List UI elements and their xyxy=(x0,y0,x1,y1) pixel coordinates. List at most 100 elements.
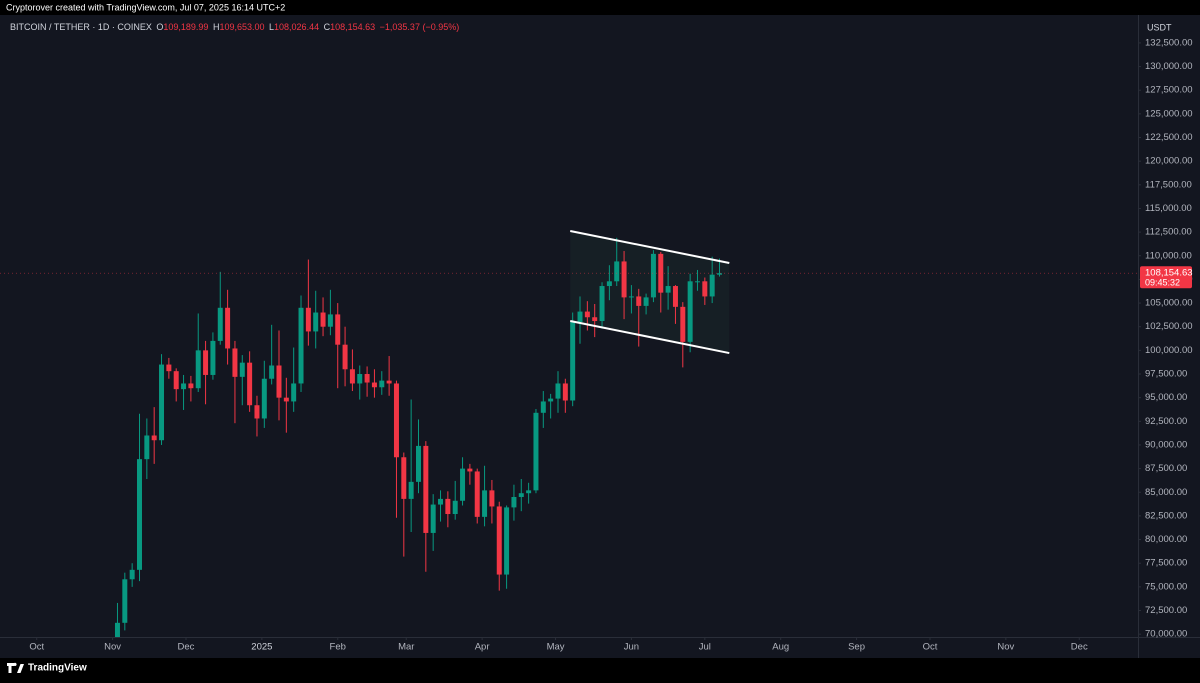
high-value: 109,653.00 xyxy=(219,22,264,32)
candle-body xyxy=(166,364,172,372)
candle-body xyxy=(584,311,590,318)
y-tick-label: 70,000.00 xyxy=(1145,629,1187,640)
candle-body xyxy=(482,490,488,517)
y-tick-label: 120,000.00 xyxy=(1145,156,1193,167)
candle-body xyxy=(643,297,649,306)
change: −1,035.37 (−0.95%) xyxy=(380,22,460,32)
candle-body xyxy=(298,307,304,384)
plot-area xyxy=(0,230,1138,637)
candle-body xyxy=(474,471,480,517)
candle-body xyxy=(614,261,620,282)
x-tick-label: Dec xyxy=(178,642,195,653)
candle-body xyxy=(349,369,355,384)
y-tick-label: 117,500.00 xyxy=(1145,179,1192,190)
x-tick-label: Jun xyxy=(624,642,639,653)
y-tick-label: 95,000.00 xyxy=(1145,392,1187,403)
last-price-label: 108,154.63 xyxy=(1145,268,1193,279)
candle-body xyxy=(232,348,238,377)
candle-body xyxy=(423,445,429,533)
candle-body xyxy=(415,445,421,482)
x-tick-label: Aug xyxy=(772,642,789,653)
candle-body xyxy=(379,380,385,388)
candle-body xyxy=(129,569,135,580)
candle-body xyxy=(548,398,554,402)
candle-body xyxy=(672,286,678,307)
candle-body xyxy=(261,378,267,419)
candle-body xyxy=(665,286,671,293)
y-tick-label: 85,000.00 xyxy=(1145,487,1187,498)
top-bar-text: Cryptorover created with TradingView.com… xyxy=(6,2,285,12)
candle-body xyxy=(364,374,370,383)
channel-line xyxy=(570,320,730,355)
candle-body xyxy=(386,380,392,384)
candle-body xyxy=(283,397,289,402)
candle-body xyxy=(430,504,436,533)
footer-logo xyxy=(7,662,24,673)
candle-body xyxy=(305,307,311,332)
y-tick-label: 127,500.00 xyxy=(1145,85,1193,96)
candle-body xyxy=(606,281,612,287)
candle-body xyxy=(452,500,458,515)
candle-body xyxy=(203,350,209,375)
y-tick-label: 105,000.00 xyxy=(1145,298,1193,309)
candle-body xyxy=(540,401,546,413)
candle-body xyxy=(217,307,223,341)
x-tick-label: Dec xyxy=(1071,642,1088,653)
candle-body xyxy=(173,371,179,390)
candle-body xyxy=(592,317,598,322)
low-value: 108,026.44 xyxy=(274,22,319,32)
candle-body xyxy=(254,405,260,419)
ohlc-header: BITCOIN / TETHER · 1D · COINEX O109,189.… xyxy=(10,22,459,32)
candle-body xyxy=(195,350,201,389)
candle-body xyxy=(320,312,326,327)
y-tick-label: 112,500.00 xyxy=(1145,227,1192,238)
candle-body xyxy=(680,306,686,342)
y-tick-label: 72,500.00 xyxy=(1145,605,1187,616)
low-label: L xyxy=(269,22,274,32)
candle-body xyxy=(526,490,532,494)
candle-body xyxy=(438,498,444,505)
y-tick-label: 132,500.00 xyxy=(1145,37,1193,48)
candle-body xyxy=(599,286,605,322)
x-tick-label: Sep xyxy=(848,642,865,653)
y-tick-label: 97,500.00 xyxy=(1145,369,1187,380)
y-tick-label: 115,000.00 xyxy=(1145,203,1192,214)
candle-body xyxy=(188,383,194,389)
footer-brand: TradingView xyxy=(28,663,87,674)
y-tick-label: 102,500.00 xyxy=(1145,321,1193,332)
y-tick-label: 80,000.00 xyxy=(1145,534,1187,545)
candle-body xyxy=(628,296,634,298)
candle-body xyxy=(555,383,561,399)
candle-body xyxy=(327,314,333,327)
candle-body xyxy=(151,435,157,441)
close-label: C xyxy=(324,22,331,32)
candle-body xyxy=(518,493,524,497)
y-tick-label: 90,000.00 xyxy=(1145,439,1187,450)
candle-body xyxy=(342,344,348,370)
candle-body xyxy=(239,362,245,377)
candle-body xyxy=(717,273,723,275)
channel-line xyxy=(570,230,730,264)
candle-body xyxy=(489,490,495,507)
x-tick-label: Oct xyxy=(923,642,938,653)
candle-body xyxy=(122,579,128,623)
y-tick-label: 87,500.00 xyxy=(1145,463,1187,474)
candle-body xyxy=(144,435,150,460)
x-tick-label: Feb xyxy=(330,642,346,653)
y-tick-label: 75,000.00 xyxy=(1145,581,1187,592)
y-tick-label: 82,500.00 xyxy=(1145,510,1187,521)
candle-body xyxy=(504,507,510,575)
y-tick-label: 92,500.00 xyxy=(1145,416,1187,427)
candle-body xyxy=(371,382,377,388)
chart-panel xyxy=(0,15,1200,658)
candle-body xyxy=(357,374,363,384)
close-value: 108,154.63 xyxy=(330,22,375,32)
candle-body xyxy=(562,383,568,401)
candle-body xyxy=(291,383,297,402)
y-tick-label: 77,500.00 xyxy=(1145,558,1187,569)
candle-body xyxy=(577,311,583,322)
candle-body xyxy=(533,412,539,491)
candle-body xyxy=(511,496,517,508)
